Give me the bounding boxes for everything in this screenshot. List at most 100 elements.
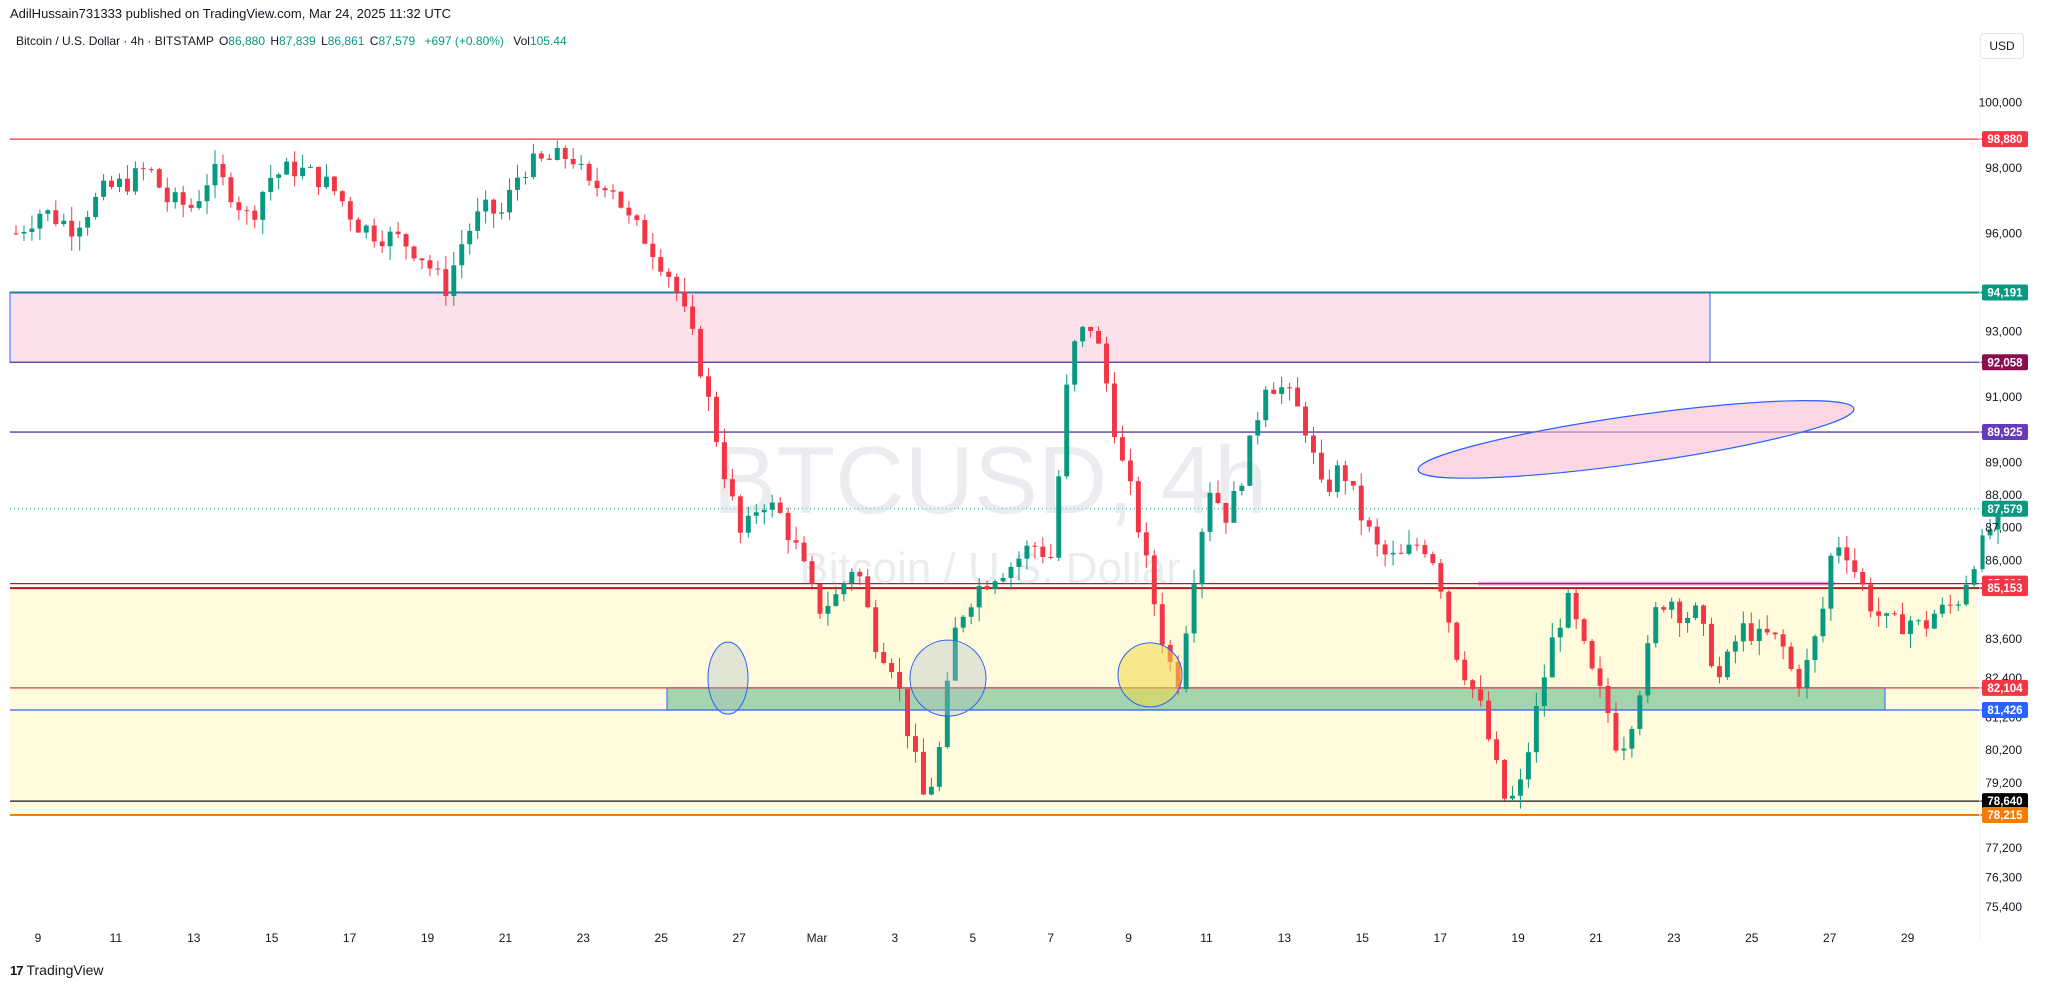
y-tick-label: 77,200: [1985, 841, 2022, 855]
candle-body: [1223, 503, 1229, 523]
x-tick-label: 19: [1511, 931, 1525, 945]
candle-body: [1892, 613, 1898, 615]
candle-body: [801, 542, 807, 562]
candle-body: [1414, 544, 1420, 546]
candle-body: [1366, 520, 1372, 527]
x-tick-label: 15: [265, 931, 279, 945]
candle-body: [300, 167, 306, 177]
candle-body: [387, 231, 393, 247]
candle-body: [825, 605, 831, 614]
low-label: L: [321, 34, 328, 48]
y-tick-label: 76,300: [1985, 871, 2022, 885]
candle-body: [538, 153, 544, 159]
candle-body: [331, 176, 337, 192]
candle-body: [1334, 465, 1340, 492]
candle-body: [968, 607, 974, 617]
candle-body: [140, 168, 146, 170]
candle-body: [204, 185, 210, 202]
candle-body: [1502, 759, 1507, 799]
candle-body: [1048, 556, 1054, 558]
candle-body: [1517, 779, 1523, 796]
price-tag: [1982, 131, 2028, 148]
candle-body: [1780, 634, 1786, 647]
price-tag-label: 81,426: [1987, 705, 2022, 717]
candle-body: [363, 225, 369, 233]
candle-body: [944, 680, 950, 748]
candle-body: [1979, 535, 1985, 570]
footer-brand[interactable]: 17 TradingView: [10, 962, 104, 978]
candle-body: [316, 166, 321, 188]
candle-body: [1112, 383, 1117, 438]
candle-body: [578, 163, 584, 165]
candle-body: [85, 217, 91, 228]
candle-body: [1908, 620, 1913, 635]
candle-body: [1494, 739, 1500, 760]
candle-body: [1311, 435, 1316, 453]
candle-body: [1836, 547, 1842, 556]
x-tick-label: 13: [187, 931, 201, 945]
resistance-zone: [9, 292, 1711, 363]
candle-body: [1860, 571, 1866, 585]
candle-body: [960, 616, 966, 628]
price-tag-label: 98,880: [1987, 134, 2022, 146]
y-tick-label: 91,000: [1985, 390, 2022, 404]
candle-body: [1390, 552, 1396, 555]
currency-button[interactable]: USD: [1980, 33, 2024, 59]
high-label: H: [270, 34, 280, 48]
close-label: C: [369, 34, 379, 48]
candle-body: [849, 571, 855, 584]
price-tag-label: 87,579: [1987, 504, 2022, 516]
candle-body: [260, 191, 266, 220]
candle-body: [61, 220, 67, 225]
candle-body: [1446, 591, 1452, 623]
candle-body: [1677, 601, 1683, 624]
tradingview-logo-icon: 17: [10, 962, 24, 978]
volume-value: 105.44: [529, 34, 567, 48]
candle-body: [252, 210, 258, 220]
candle-body: [1470, 680, 1476, 690]
candle-body: [1748, 623, 1754, 641]
candle-body: [212, 163, 218, 186]
candle-body: [1573, 592, 1579, 620]
x-tick-label: 23: [1667, 931, 1681, 945]
candle-body: [690, 306, 696, 329]
candle-body: [1565, 592, 1571, 628]
candle-body: [634, 215, 640, 221]
price-tag: [1982, 679, 2028, 696]
candle-body: [93, 196, 99, 218]
candle-body: [1724, 651, 1730, 678]
symbol-name[interactable]: Bitcoin / U.S. Dollar · 4h · BITSTAMP: [16, 34, 214, 48]
candle-body: [1884, 613, 1890, 616]
target-ellipse: [1417, 400, 1855, 479]
candle-body: [602, 188, 608, 191]
x-tick-label: 25: [655, 931, 669, 945]
candle-body: [29, 228, 35, 232]
candle-body: [1183, 633, 1189, 690]
candle-body: [1669, 601, 1675, 610]
candle-body: [1900, 614, 1905, 635]
candle-body: [395, 231, 401, 235]
candle-body: [1064, 384, 1070, 477]
candle-body: [530, 153, 536, 178]
candle-body: [1541, 677, 1547, 706]
candle-body: [618, 191, 624, 208]
candle-body: [1764, 628, 1770, 633]
candle-body: [507, 189, 512, 213]
candle-body: [674, 276, 680, 292]
candle-body: [1295, 387, 1301, 407]
candle-body: [1454, 622, 1460, 660]
candle-body: [1804, 660, 1810, 688]
candle-body: [706, 376, 711, 397]
candle-body: [188, 204, 194, 208]
candle-body: [1732, 641, 1738, 652]
candle-body: [1955, 604, 1961, 606]
candle-body: [873, 607, 879, 653]
high-value: 87,839: [279, 34, 316, 48]
candle-body: [109, 180, 114, 187]
candle-body: [1661, 607, 1667, 610]
price-tag: [1982, 580, 2028, 597]
candle-body: [1796, 668, 1802, 688]
price-tag: [1982, 424, 2028, 441]
candle-body: [101, 180, 107, 197]
